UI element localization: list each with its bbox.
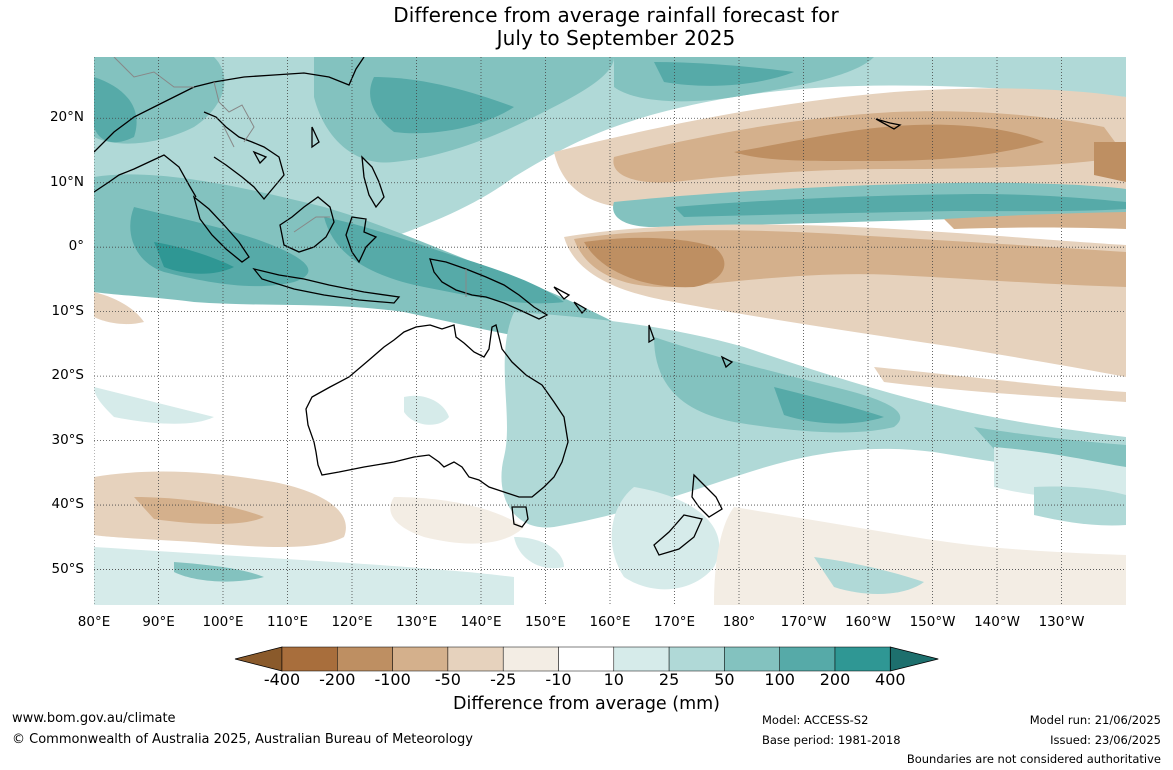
colorbar-cell [502, 646, 559, 672]
longitude-label: 130°E [395, 614, 438, 630]
country-borders [113, 57, 467, 297]
colorbar-cell [613, 646, 670, 672]
colorbar-cell [834, 646, 891, 672]
colorbar-tick-label: 200 [819, 670, 851, 689]
colorbar-cell [779, 646, 836, 672]
colorbar-tick-label: 25 [658, 670, 680, 689]
colorbar-extend-low [234, 646, 283, 672]
footer-issued: Issued: 23/06/2025 [1050, 733, 1161, 747]
latitude-label: 10°S [51, 302, 85, 319]
colorbar-cell [724, 646, 780, 672]
footer-base-period: Base period: 1981-2018 [762, 733, 901, 747]
footer-boundaries: Boundaries are not considered authoritat… [906, 752, 1161, 766]
footer-copyright: © Commonwealth of Australia 2025, Austra… [12, 732, 473, 747]
latitude-label: 30°S [51, 431, 85, 448]
longitude-label: 100°E [202, 614, 244, 630]
longitude-label: 140°W [974, 614, 1020, 630]
colorbar-tick-label: 50 [714, 670, 735, 689]
anomaly-shading [94, 57, 1126, 605]
latitude-label: 40°S [51, 496, 85, 513]
colorbar-cell [447, 646, 504, 672]
colorbar-extend-high [889, 646, 939, 672]
longitude-label: 180° [722, 614, 756, 630]
latitude-label: 0° [68, 238, 84, 255]
map-svg [94, 57, 1126, 605]
colorbar [234, 646, 939, 672]
colorbar-tick-label: -25 [490, 670, 517, 689]
longitude-label: 150°E [524, 614, 567, 630]
longitude-label: 170°E [653, 614, 696, 630]
coastlines [94, 57, 902, 556]
colorbar-cell [337, 646, 393, 672]
colorbar-tick-label: -400 [263, 670, 301, 689]
longitude-label: 150°W [909, 614, 956, 630]
colorbar-tick-label: -10 [545, 670, 572, 689]
rainfall-map [94, 57, 1126, 605]
longitude-label: 170°W [780, 614, 827, 630]
footer-model: Model: ACCESS-S2 [762, 713, 869, 727]
longitude-label: 110°E [266, 614, 309, 630]
colorbar-tick-label: -50 [434, 670, 461, 689]
footer-url[interactable]: www.bom.gov.au/climate [12, 711, 176, 726]
longitude-label: 90°E [142, 614, 175, 630]
title-line-2: July to September 2025 [496, 26, 736, 50]
colorbar-tick-label: 10 [603, 670, 624, 689]
colorbar-tick-label: 400 [875, 670, 906, 689]
latitude-label: 20°S [51, 367, 85, 384]
footer-model-run: Model run: 21/06/2025 [1029, 713, 1161, 727]
map-title: Difference from average rainfall forecas… [0, 4, 1173, 50]
colorbar-cell [392, 646, 449, 672]
latitude-label: 50°S [51, 560, 85, 577]
longitude-label: 120°E [331, 614, 373, 630]
colorbar-tick-label: -200 [319, 670, 356, 689]
longitude-label: 160°W [845, 614, 891, 630]
colorbar-cell [281, 646, 338, 672]
colorbar-tick-label: -100 [374, 670, 411, 689]
graticule [94, 57, 1126, 605]
latitude-label: 10°N [49, 173, 84, 190]
title-line-1: Difference from average rainfall forecas… [393, 3, 839, 27]
longitude-label: 130°W [1038, 614, 1085, 630]
latitude-label: 20°N [49, 109, 84, 126]
colorbar-cell [558, 646, 615, 672]
colorbar-cell [668, 646, 725, 672]
colorbar-tick-label: 100 [764, 670, 795, 689]
longitude-label: 80°E [77, 614, 111, 630]
longitude-label: 160°E [589, 614, 631, 630]
colorbar-title: Difference from average (mm) [452, 694, 721, 714]
longitude-label: 140°E [460, 614, 502, 630]
